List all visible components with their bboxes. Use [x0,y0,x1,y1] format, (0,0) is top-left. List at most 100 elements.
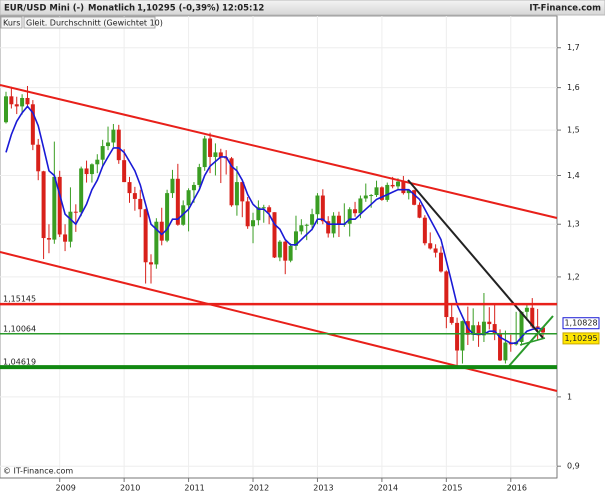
candle-body [358,198,363,214]
moving-average [5,105,544,344]
candle-body [79,168,84,213]
candle-body [288,245,293,261]
candle-body [111,129,116,143]
candle-body [25,97,30,105]
candle-body [73,211,78,213]
candle-body [433,248,438,253]
candle-body [68,211,73,242]
level-label: 1,15145 [3,295,36,304]
candle-body [390,184,395,187]
candle-body [326,221,331,234]
candle-body [143,209,148,263]
price-box-label: 1,10295 [564,334,597,343]
level-label: 1,04619 [3,358,36,367]
candle-body [524,307,529,312]
candle-body [100,146,105,160]
candle-body [492,324,497,335]
time: 12:05:12 [222,4,264,14]
candle-body [256,207,261,221]
channel-upper [0,84,558,219]
candle-body [519,311,524,342]
y-tick-label: 0,9 [567,462,580,471]
x-tick-label: 2013 [313,484,333,493]
price-box [562,317,600,330]
candle-body [159,221,164,241]
candle-body [438,252,443,272]
candle-body [240,182,245,202]
candle-body [396,181,401,187]
candle-body [310,214,315,225]
plot-area [0,15,558,479]
candle-body [170,178,175,194]
candle-body [122,160,127,183]
candle-body [304,224,309,226]
candle-body [138,198,143,210]
candle-body [369,195,374,197]
candle-body [261,207,266,209]
candle-body [471,325,476,335]
candle-body [541,327,545,333]
candle-body [277,241,282,258]
candle-body [95,159,100,165]
support-line [508,315,554,367]
candle-body [299,225,304,232]
candle-body [481,321,486,336]
candle-body [106,142,111,147]
candle-body [251,220,256,227]
candle-body [208,138,213,157]
candle-body [89,164,94,175]
candle-body [283,241,288,261]
candle-body [234,182,239,206]
candle-body [20,97,25,107]
legend-box [0,16,23,29]
candle-body [487,321,492,325]
candle-body [363,195,368,199]
candle-body [293,231,298,246]
candle-body [218,152,223,158]
period: Monatlich [88,4,135,14]
candle-body [197,167,202,185]
candle-body [412,190,417,205]
candle-body [46,238,51,240]
x-tick-label: 2010 [120,484,140,493]
candle-body [30,104,35,145]
candle-body [41,171,46,239]
trend-line [407,179,544,339]
candle-body [460,321,465,351]
candle-body [165,193,170,241]
x-tick-label: 2015 [442,484,462,493]
candle-body [401,181,406,194]
header-bar [0,0,605,16]
last-price: 1,10295 (-0,39%) [137,4,220,14]
candle-body [4,96,8,123]
y-tick-label: 1,2 [567,272,580,281]
chart-title: EUR/USD Mini (-) [4,4,84,14]
candle-body [63,234,68,242]
candle-body [186,190,191,206]
candle-body [379,187,384,200]
candle-body [422,217,427,244]
y-tick-label: 1,5 [567,126,580,135]
candle-body [148,262,153,265]
x-tick-label: 2012 [249,484,269,493]
candle-body [406,190,411,194]
candle-body [116,129,121,161]
level-label: 1,10064 [3,324,36,333]
y-tick-label: 1 [567,392,572,401]
x-tick-label: 2009 [56,484,76,493]
y-tick-label: 1,6 [567,83,580,92]
candle-body [245,201,250,227]
candle-body [213,152,218,157]
candle-body [84,168,89,175]
candle-body [320,195,325,222]
candle-body [498,334,503,361]
candle-body [127,182,132,194]
candle-body [503,342,508,361]
trend-lines [0,84,558,392]
x-tick-label: 2011 [184,484,204,493]
candle-body [374,187,379,196]
candle-body [191,184,196,191]
candle-body [444,271,449,318]
candle-body [57,176,62,235]
